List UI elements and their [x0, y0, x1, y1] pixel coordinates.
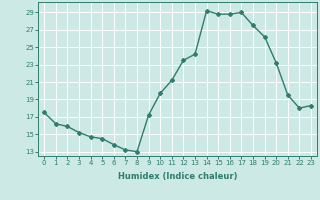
X-axis label: Humidex (Indice chaleur): Humidex (Indice chaleur): [118, 172, 237, 181]
